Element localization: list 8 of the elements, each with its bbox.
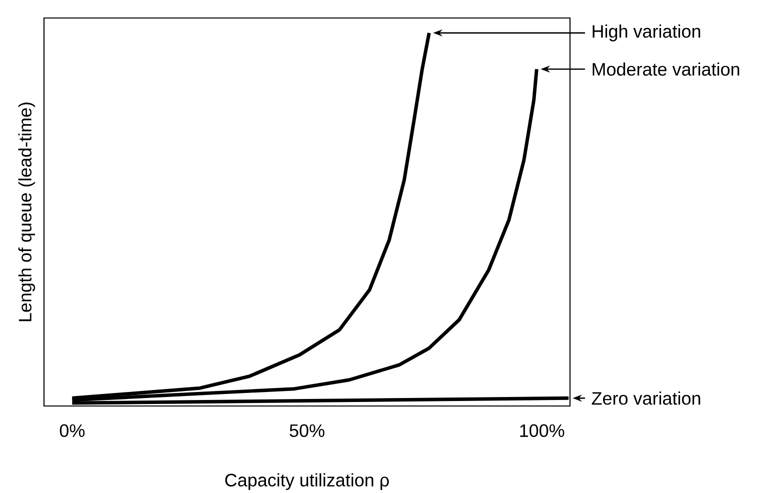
x-tick-label: 0% [60, 424, 85, 437]
x-tick-label: 100% [520, 424, 564, 437]
legend-label: Zero variation [592, 392, 700, 405]
text: High variation [592, 24, 700, 42]
y-axis-title: Length of queue (lead-time) [18, 102, 36, 322]
legend-label: Moderate variation [592, 62, 740, 76]
x-tick-label: 50% [290, 424, 324, 437]
x-axis-title: Capacity utilization ρ [225, 473, 389, 490]
